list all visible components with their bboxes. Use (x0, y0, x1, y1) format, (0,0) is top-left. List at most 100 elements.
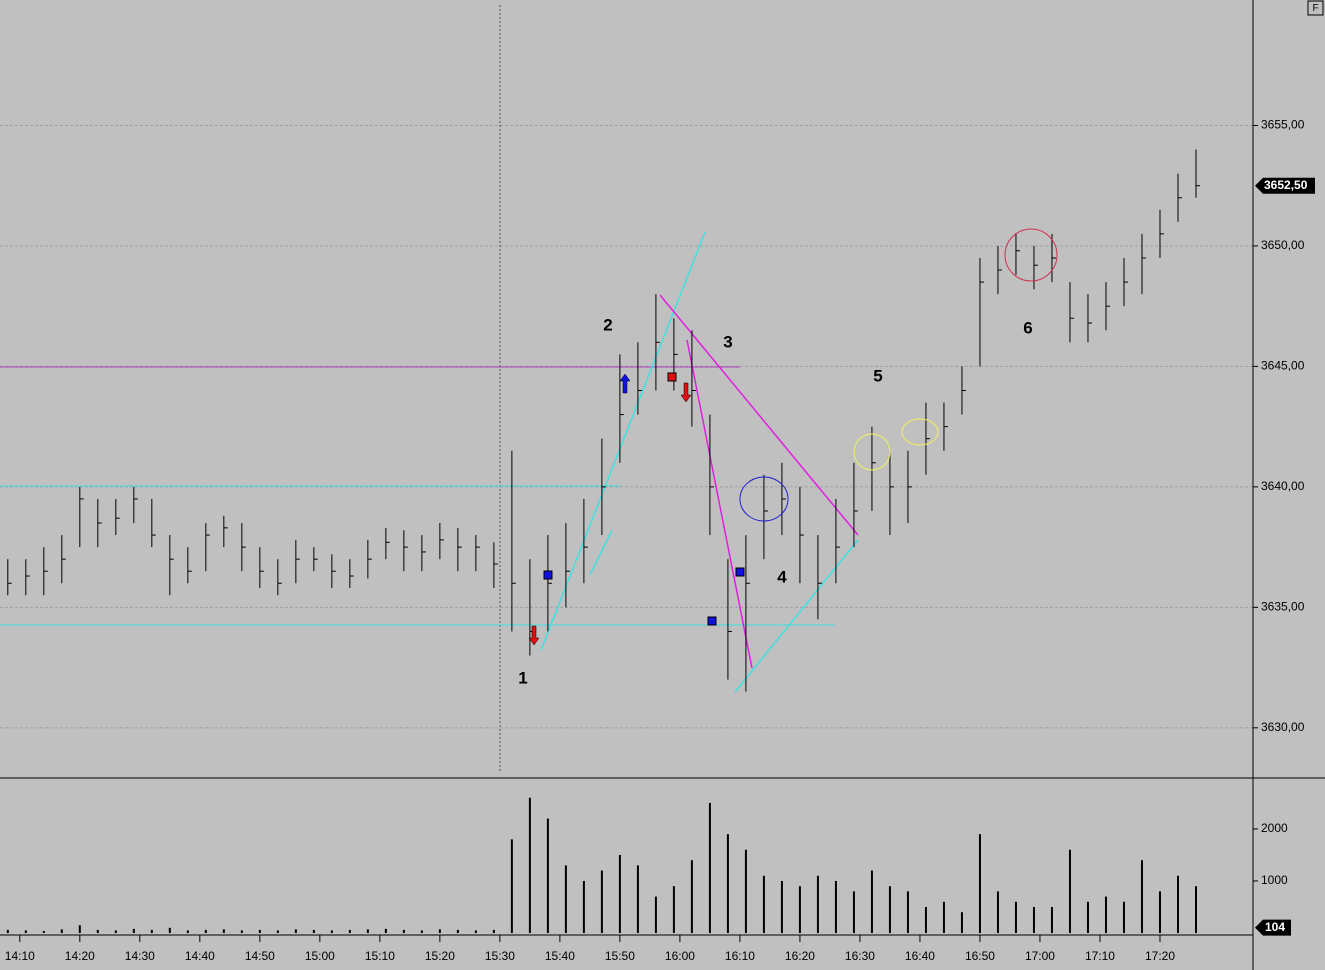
volume-bar (258, 929, 261, 933)
fill-marker (543, 570, 553, 580)
volume-bar (978, 834, 981, 933)
volume-bar (366, 929, 369, 933)
volume-bar (42, 930, 45, 933)
volume-bar (456, 929, 459, 933)
volume-bar (6, 929, 9, 933)
x-tick-label: 14:10 (5, 949, 35, 963)
volume-tag (1255, 919, 1291, 936)
x-tick-label: 17:10 (1085, 949, 1115, 963)
volume-bar (438, 929, 441, 933)
fill-marker (707, 616, 717, 626)
price-tag-label: 3652,50 (1264, 178, 1308, 192)
circle-marker (1004, 228, 1058, 282)
circle-marker (901, 418, 939, 446)
button-label[interactable]: F (1312, 3, 1318, 14)
volume-bar (96, 929, 99, 933)
x-tick-label: 15:40 (545, 949, 575, 963)
wave-label: 6 (1023, 318, 1032, 337)
volume-bar (420, 930, 423, 933)
circle-marker (853, 433, 891, 471)
volume-bar (1050, 906, 1053, 933)
volume-bar (330, 930, 333, 933)
volume-bar (78, 925, 81, 933)
volume-bar (672, 886, 675, 933)
volume-bar (546, 818, 549, 933)
volume-bar (1194, 886, 1197, 933)
x-tick-label: 16:20 (785, 949, 815, 963)
volume-bar (276, 930, 279, 933)
y-tick-label: 3640,00 (1261, 479, 1305, 493)
x-tick-label: 17:20 (1145, 949, 1175, 963)
volume-bar (888, 886, 891, 933)
y-tick-label: 3655,00 (1261, 118, 1305, 132)
volume-bar (132, 928, 135, 933)
wave-label: 3 (723, 332, 732, 351)
y-tick-label: 2000 (1261, 821, 1288, 835)
volume-bar (492, 929, 495, 933)
volume-bar (1140, 860, 1143, 933)
volume-bar (150, 929, 153, 933)
x-tick-label: 15:30 (485, 949, 515, 963)
sell-arrow (680, 382, 692, 403)
x-tick-label: 14:50 (245, 949, 275, 963)
volume-bar (168, 927, 171, 933)
button[interactable] (1307, 0, 1324, 16)
y-tick-label: 1000 (1261, 873, 1288, 887)
wave-label: 1 (518, 668, 527, 687)
volume-bar (564, 865, 567, 933)
volume-bar (600, 870, 603, 933)
volume-bar (60, 929, 63, 933)
x-tick-label: 14:40 (185, 949, 215, 963)
volume-bar (582, 880, 585, 933)
y-tick-label: 3650,00 (1261, 238, 1305, 252)
volume-bar (1158, 891, 1161, 933)
trend-line (540, 231, 706, 651)
y-tick-label: 3645,00 (1261, 359, 1305, 373)
x-tick-label: 15:00 (305, 949, 335, 963)
x-tick-label: 15:20 (425, 949, 455, 963)
x-tick-label: 17:00 (1025, 949, 1055, 963)
trend-line (589, 529, 613, 576)
volume-bar (1122, 901, 1125, 933)
volume-bar (222, 929, 225, 933)
trend-line (734, 539, 859, 693)
x-tick-label: 16:40 (905, 949, 935, 963)
x-tick-label: 16:50 (965, 949, 995, 963)
circle-marker (739, 476, 789, 522)
wave-label: 4 (777, 567, 787, 586)
volume-bar (1014, 901, 1017, 933)
volume-tag-label: 104 (1265, 920, 1285, 934)
volume-bar (906, 891, 909, 933)
sell-arrow (528, 625, 540, 646)
volume-bar (780, 880, 783, 933)
wave-label: 5 (873, 366, 882, 385)
fill-marker (667, 372, 677, 382)
volume-bar (654, 896, 657, 933)
x-tick-label: 16:10 (725, 949, 755, 963)
volume-bar (924, 906, 927, 933)
y-tick-label: 3630,00 (1261, 720, 1305, 734)
volume-bar (1176, 875, 1179, 933)
volume-bar (798, 886, 801, 933)
volume-bar (384, 928, 387, 933)
volume-bar (744, 849, 747, 933)
trend-line (686, 339, 753, 669)
x-tick-label: 15:10 (365, 949, 395, 963)
volume-bar (762, 875, 765, 933)
volume-bar (726, 834, 729, 933)
volume-bar (636, 865, 639, 933)
volume-bar (852, 891, 855, 933)
volume-bar (1086, 901, 1089, 933)
volume-bar (816, 875, 819, 933)
x-tick-label: 14:20 (65, 949, 95, 963)
volume-bar (402, 929, 405, 933)
wave-label: 2 (603, 315, 612, 334)
volume-bar (348, 929, 351, 933)
volume-bar (474, 930, 477, 933)
volume-bar (204, 929, 207, 933)
volume-bar (834, 880, 837, 933)
volume-bar (690, 860, 693, 933)
volume-bar (24, 930, 27, 933)
x-tick-label: 14:30 (125, 949, 155, 963)
